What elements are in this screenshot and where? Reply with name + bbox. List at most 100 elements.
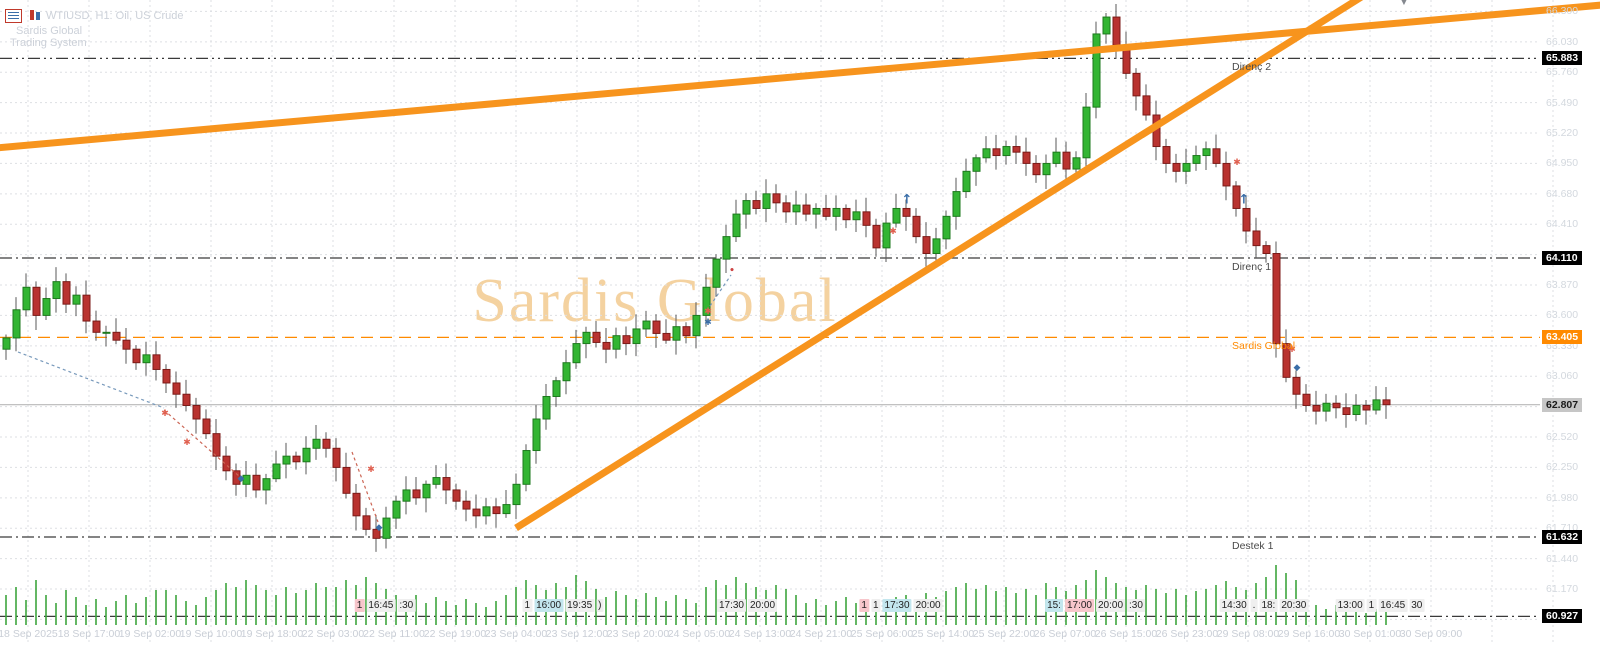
candle-body <box>322 438 331 449</box>
candle-body <box>192 404 201 420</box>
candle-body <box>852 211 861 221</box>
candle-body <box>582 331 591 345</box>
candle-body <box>1052 151 1061 164</box>
candle-body <box>1362 404 1371 411</box>
candle-body <box>1042 162 1051 176</box>
candle-body <box>562 362 571 382</box>
candle-body <box>32 286 41 316</box>
candle-body <box>122 339 131 350</box>
candle-body <box>142 354 151 364</box>
candle-body <box>592 331 601 343</box>
candle-body <box>382 517 391 539</box>
candle-body <box>1322 402 1331 412</box>
candle-body <box>92 320 101 333</box>
candle-body <box>72 294 81 305</box>
candle-body <box>532 418 541 452</box>
candle-body <box>902 207 911 217</box>
candlestick-object-icon[interactable] <box>28 9 43 21</box>
candle-body <box>352 492 361 517</box>
candle-body <box>1272 252 1281 345</box>
candle-body <box>632 328 641 345</box>
candle-body <box>432 477 441 485</box>
candle-body <box>392 500 401 519</box>
candle-body <box>922 236 931 254</box>
candle-body <box>1312 404 1321 412</box>
grid-lines <box>0 0 1554 645</box>
candle-body <box>452 489 461 502</box>
candle-body <box>1012 146 1021 153</box>
candle-body <box>822 207 831 217</box>
candle-body <box>1062 151 1071 170</box>
candle-body <box>1332 402 1341 409</box>
candle-body <box>402 489 411 502</box>
candle-body <box>722 236 731 260</box>
rising-support-line[interactable] <box>514 0 1364 531</box>
candle-body <box>2 337 11 350</box>
candle-body <box>292 455 301 463</box>
candle-body <box>82 294 91 322</box>
upper-channel-line[interactable] <box>0 1 1600 152</box>
candle-body <box>202 418 211 435</box>
candle-body <box>332 447 341 468</box>
candle-body <box>932 238 941 254</box>
candle-body <box>1302 393 1311 406</box>
signal-segment <box>17 351 165 409</box>
candle-body <box>1192 155 1201 164</box>
candle-body <box>462 500 471 510</box>
candle-body <box>812 207 821 215</box>
candle-body <box>792 204 801 213</box>
price-badge: 64.110 <box>1542 251 1582 265</box>
candle-body <box>242 474 251 485</box>
candle-body <box>992 148 1001 157</box>
candle-body <box>152 354 161 370</box>
candle-body <box>282 455 291 465</box>
candle-body <box>982 148 991 159</box>
candle-body <box>132 348 141 364</box>
candle-body <box>1292 376 1301 395</box>
arrow-up-marker-icon: ↑ <box>902 193 913 208</box>
candle-body <box>262 478 271 491</box>
candle-body <box>222 455 231 472</box>
candle-body <box>372 528 381 539</box>
candle-body <box>52 281 61 300</box>
candle-body <box>442 477 451 491</box>
candle-body <box>872 224 881 249</box>
candle-body <box>682 326 691 337</box>
candle-body <box>692 314 701 337</box>
candle-body <box>482 506 491 517</box>
candle-body <box>1032 162 1041 176</box>
chart-object-icons <box>5 9 43 23</box>
candle-body <box>422 483 431 499</box>
candle-body <box>972 157 981 172</box>
candle-body <box>712 258 721 288</box>
candle-body <box>1342 407 1351 416</box>
candle-body <box>1202 148 1211 157</box>
diamond-marker-icon: ◆ <box>376 523 383 533</box>
candle-body <box>512 483 521 506</box>
candle-body <box>412 489 421 499</box>
candle-body <box>272 463 281 480</box>
signal-segment <box>351 451 379 523</box>
candle-body <box>522 450 531 485</box>
volume-bars <box>5 565 1387 625</box>
quote-list-icon[interactable] <box>5 9 22 23</box>
candle-body <box>102 331 111 334</box>
candle-body <box>182 393 191 406</box>
candle-body <box>342 466 351 494</box>
candle-body <box>702 286 711 316</box>
star-marker-icon: ✱ <box>704 318 712 328</box>
star-marker-icon: ✱ <box>183 438 191 448</box>
candle-body <box>952 191 961 217</box>
candle-body <box>772 193 781 204</box>
candle-body <box>862 211 871 226</box>
candle-body <box>1382 399 1391 406</box>
candle-body <box>752 200 761 209</box>
star-marker-icon: ✱ <box>367 465 375 475</box>
candle-body <box>1142 95 1151 116</box>
star-marker-icon: ✱ <box>1233 158 1241 168</box>
candle-body <box>172 382 181 395</box>
dot-marker-icon: • <box>729 266 735 276</box>
candle-body <box>1082 106 1091 159</box>
arrow-up-marker-icon: ↑ <box>1239 193 1250 208</box>
